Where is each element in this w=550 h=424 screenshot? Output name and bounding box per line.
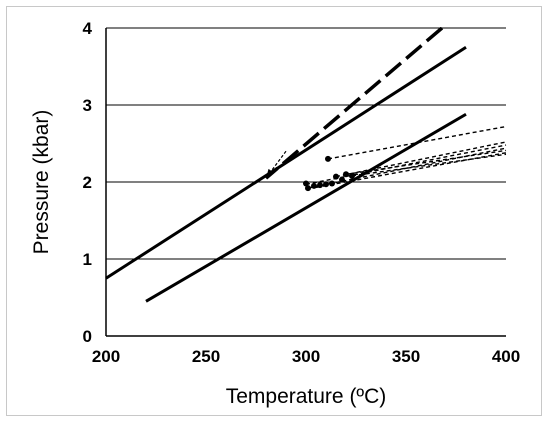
data-point-10	[349, 172, 355, 179]
series-line-1	[145, 112, 467, 303]
x-tick-label-0: 200	[92, 347, 120, 366]
y-tick-label-0: 0	[83, 327, 92, 346]
y-tick-label-2: 2	[83, 173, 92, 192]
y-tick-labels: 0 1 2 3 4	[83, 19, 93, 346]
chart-frame: 200 250 300 350 400 0 1 2 3 4 Temperature (ºC) P…	[6, 6, 542, 416]
data-point-7	[333, 173, 339, 180]
y-tick-label-3: 3	[83, 96, 92, 115]
y-tick-label-1: 1	[83, 250, 92, 269]
x-tick-label-1: 250	[192, 347, 220, 366]
x-tick-labels: 200 250 300 350 400	[92, 347, 520, 366]
series-line-8	[345, 149, 507, 175]
data-point-4	[317, 182, 323, 189]
series-line-4	[305, 144, 507, 185]
y-tick-label-4: 4	[83, 19, 93, 38]
data-points	[303, 155, 355, 192]
axes	[105, 28, 506, 337]
data-point-8	[339, 176, 345, 183]
data-point-3	[311, 182, 317, 189]
y-axis-title: Pressure (kbar)	[30, 110, 53, 255]
x-axis-title: Temperature (ºC)	[226, 385, 387, 408]
arrow-head	[266, 168, 275, 179]
data-point-6	[329, 180, 335, 187]
series-line-9	[351, 153, 507, 177]
data-point-2	[305, 185, 311, 192]
data-point-0	[325, 155, 331, 162]
arrow-annotation	[265, 150, 287, 179]
series-lines	[105, 27, 507, 303]
x-tick-label-2: 300	[292, 347, 320, 366]
series-line-2	[264, 27, 444, 180]
x-tick-label-4: 400	[492, 347, 520, 366]
data-point-5	[323, 181, 329, 188]
pressure-temperature-chart: 200 250 300 350 400 0 1 2 3 4 Temperature (ºC) P…	[30, 19, 520, 408]
x-tick-label-3: 350	[392, 347, 420, 366]
data-point-9	[343, 171, 349, 178]
data-point-1	[303, 180, 309, 187]
series-line-3	[327, 125, 507, 160]
series-line-7	[335, 141, 507, 178]
